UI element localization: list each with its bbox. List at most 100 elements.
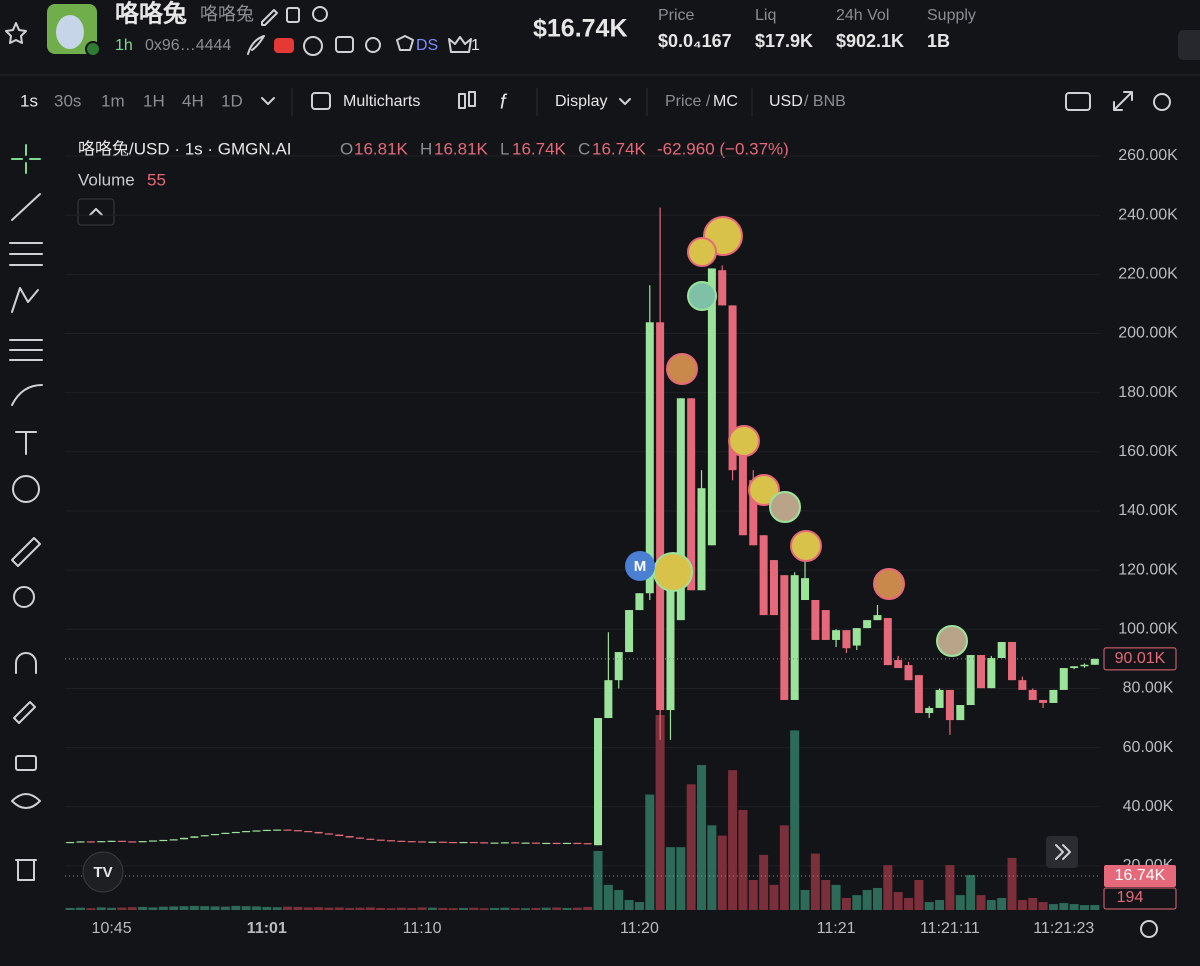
stat-value: $0.0₄167: [658, 31, 732, 51]
volume-bar: [800, 889, 810, 910]
volume-bar: [562, 907, 572, 910]
magnet-tool[interactable]: [15, 652, 37, 674]
copy-icon[interactable]: [286, 7, 300, 23]
projection-tool[interactable]: [9, 339, 43, 361]
avatar[interactable]: [769, 491, 801, 523]
avatar[interactable]: [687, 237, 717, 267]
volume-bar: [624, 899, 634, 910]
star-icon[interactable]: [5, 22, 27, 44]
chart-icon[interactable]: [303, 36, 323, 56]
candle-body: [935, 689, 944, 708]
interval[interactable]: 4H: [182, 91, 204, 110]
pattern-tool[interactable]: [11, 287, 39, 313]
candle-body: [180, 837, 189, 840]
brush-tool[interactable]: [11, 384, 43, 406]
multicharts-button[interactable]: Multicharts: [343, 93, 420, 110]
migration-marker[interactable]: [625, 551, 655, 581]
indicators-icon[interactable]: f: [500, 91, 508, 113]
volume-bar: [634, 902, 644, 910]
candle-body: [914, 675, 923, 714]
avatar[interactable]: [790, 530, 822, 562]
text-tool[interactable]: [15, 431, 37, 455]
delete-tool[interactable]: [15, 859, 37, 881]
candle-body: [428, 841, 437, 843]
interval[interactable]: 1D: [221, 91, 243, 110]
lock-draw-tool[interactable]: [13, 701, 36, 724]
usd-toggle[interactable]: USD: [769, 93, 803, 110]
collapse-legend[interactable]: [77, 198, 115, 226]
legend-key: L: [500, 139, 509, 158]
ds-label[interactable]: DS: [416, 37, 438, 54]
screenshot-icon[interactable]: [1065, 92, 1091, 111]
message-icon[interactable]: [335, 36, 354, 53]
avatar[interactable]: [873, 568, 905, 600]
price-toggle[interactable]: Price /: [665, 93, 711, 110]
interval[interactable]: 1H: [143, 91, 165, 110]
ds-icon[interactable]: [396, 35, 414, 51]
avatar[interactable]: [653, 552, 693, 592]
candle-body: [883, 618, 892, 666]
crown-icon[interactable]: [448, 36, 472, 53]
token-title: 咯咯兔: [115, 0, 187, 27]
display-button[interactable]: Display: [555, 93, 607, 110]
candle-body: [728, 305, 737, 471]
token-address[interactable]: 0x96…4444: [145, 37, 231, 54]
trendline-tool[interactable]: [11, 193, 41, 221]
candle-type-icon[interactable]: [458, 93, 466, 109]
ruler-tool[interactable]: [11, 537, 41, 567]
interval[interactable]: 1s: [20, 91, 38, 110]
volume-bar: [490, 907, 500, 910]
chart-settings-icon[interactable]: [1153, 93, 1171, 111]
interval[interactable]: 30s: [54, 91, 81, 110]
avatar[interactable]: [748, 474, 780, 506]
bnb-toggle[interactable]: / BNB: [804, 93, 846, 110]
candle-body: [1070, 666, 1079, 669]
visibility-tool[interactable]: [11, 793, 41, 809]
emoji-tool[interactable]: [12, 475, 40, 503]
avatar[interactable]: [728, 425, 760, 457]
fib-tool[interactable]: [9, 242, 43, 266]
volume-bar: [76, 907, 86, 910]
fullscreen-icon[interactable]: [1113, 91, 1133, 111]
candle-body: [997, 642, 1006, 658]
x-tick-label: 11:21:23: [1033, 920, 1094, 937]
volume-bar: [810, 853, 820, 910]
settings-button[interactable]: [1178, 30, 1200, 60]
avatar[interactable]: [666, 353, 698, 385]
interval[interactable]: 1m: [101, 91, 125, 110]
badge-count: 1: [471, 37, 480, 54]
volume-bar: [500, 907, 510, 910]
tradingview-logo[interactable]: [82, 851, 124, 893]
volume-bar: [955, 895, 965, 910]
lock-tool[interactable]: [15, 755, 37, 771]
multicharts-icon[interactable]: [311, 92, 331, 110]
legend-change: -62.960 (−0.37%): [657, 139, 789, 158]
volume-bar: [893, 892, 903, 910]
display-dropdown[interactable]: [619, 98, 631, 105]
crosshair-tool[interactable]: [11, 144, 41, 174]
mc-toggle[interactable]: MC: [713, 93, 738, 110]
search-icon[interactable]: [365, 37, 381, 53]
candle-body: [863, 620, 872, 629]
candle-body: [904, 665, 913, 681]
avatar[interactable]: [687, 281, 717, 311]
volume-bar: [510, 907, 520, 910]
candle-body: [625, 610, 634, 653]
axis-settings[interactable]: [1140, 920, 1158, 938]
candle-body: [966, 655, 975, 706]
zoom-tool[interactable]: [13, 586, 35, 608]
pump-icon[interactable]: [247, 35, 265, 55]
edit-icon[interactable]: [261, 9, 278, 26]
x-tick-label: 11:01: [247, 920, 287, 937]
avatar[interactable]: [936, 625, 968, 657]
youtube-icon[interactable]: [274, 38, 294, 53]
legend-value: 16.81K: [354, 139, 409, 158]
candle-body: [976, 655, 985, 689]
volume-bar: [572, 907, 582, 910]
candle-body: [656, 322, 665, 711]
share-icon[interactable]: [312, 6, 328, 22]
volume-bar: [593, 850, 603, 910]
interval-dropdown[interactable]: [261, 97, 275, 105]
tradingview-mark: TV: [93, 864, 112, 881]
candle-body: [542, 842, 551, 845]
